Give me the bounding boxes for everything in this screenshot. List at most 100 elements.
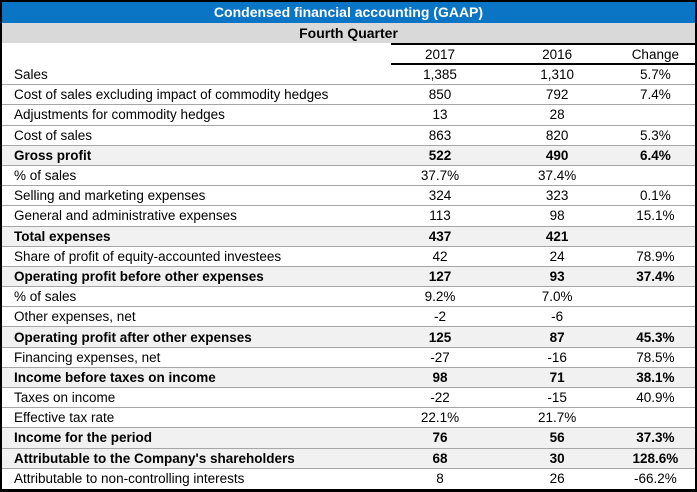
- row-label: Sales: [2, 64, 392, 86]
- value-2016: 7.0%: [488, 286, 626, 308]
- table-row: Operating profit after other expenses 125…: [2, 326, 695, 348]
- table-row: General and administrative expenses 113 98…: [2, 205, 695, 227]
- row-label: Income for the period: [2, 427, 392, 449]
- value-change: 38.1%: [625, 367, 695, 389]
- value-2017: 113: [391, 205, 489, 227]
- value-2017: 9.2%: [391, 286, 489, 308]
- value-2016: 37.4%: [488, 165, 626, 187]
- value-change: 128.6%: [625, 448, 695, 469]
- table-row: Sales 1,385 1,310 5.7%: [2, 64, 695, 86]
- row-label: Attributable to the Company's shareholde…: [2, 448, 392, 469]
- table-row: Other expenses, net -2 -6: [2, 306, 695, 328]
- value-2017: 437: [391, 226, 489, 247]
- table-row: Attributable to the Company's shareholde…: [2, 448, 695, 469]
- row-label: Effective tax rate: [2, 407, 392, 429]
- value-change: [625, 165, 695, 187]
- value-change: [625, 104, 695, 126]
- table-row: Income before taxes on income 98 71 38.1%: [2, 367, 695, 389]
- column-header-2017: 2017: [391, 43, 489, 65]
- table-row: Cost of sales 863 820 5.3%: [2, 125, 695, 146]
- row-label: Operating profit after other expenses: [2, 326, 392, 348]
- value-change: 78.9%: [625, 246, 695, 267]
- value-change: [625, 407, 695, 429]
- row-label: % of sales: [2, 286, 392, 308]
- value-2017: 850: [391, 84, 489, 106]
- table-row: Selling and marketing expenses 324 323 0.1%: [2, 185, 695, 207]
- row-label: Other expenses, net: [2, 306, 392, 328]
- value-2017: -2: [391, 306, 489, 328]
- value-2017: 863: [391, 125, 489, 146]
- value-2016: 87: [488, 326, 626, 348]
- value-2017: 68: [391, 448, 489, 469]
- column-header-change: Change: [625, 43, 695, 65]
- value-change: 0.1%: [625, 185, 695, 207]
- value-2017: -27: [391, 347, 489, 368]
- value-change: 37.3%: [625, 427, 695, 449]
- value-2016: 26: [549, 470, 565, 486]
- row-label: Financing expenses, net: [2, 347, 392, 368]
- value-2017: 13: [391, 104, 489, 126]
- value-2016: 323: [488, 185, 626, 207]
- table-row: Attributable to non-controlling interest…: [2, 468, 695, 488]
- value-2016: -16: [488, 347, 626, 368]
- row-label: Attributable to non-controlling interest…: [14, 470, 245, 486]
- table-row: % of sales 37.7% 37.4%: [2, 165, 695, 187]
- value-2017: 324: [391, 185, 489, 207]
- table-row: % of sales 9.2% 7.0%: [2, 286, 695, 308]
- row-label: Selling and marketing expenses: [2, 185, 392, 207]
- value-change: 7.4%: [625, 84, 695, 106]
- column-header-2016: 2016: [488, 43, 626, 65]
- value-2016: -6: [488, 306, 626, 328]
- value-2017: 125: [391, 326, 489, 348]
- value-2017: 8: [436, 470, 444, 486]
- value-2017: 522: [391, 145, 489, 166]
- value-2017: 98: [391, 367, 489, 389]
- row-label: Cost of sales excluding impact of commod…: [2, 84, 392, 106]
- table-subtitle: Fourth Quarter: [2, 23, 695, 43]
- value-2016: -15: [488, 387, 626, 409]
- table-row: Taxes on income -22 -15 40.9%: [2, 387, 695, 409]
- table-row: Total expenses 437 421: [2, 226, 695, 247]
- value-2016: 30: [488, 448, 626, 469]
- value-2017: -22: [391, 387, 489, 409]
- value-change: [625, 286, 695, 308]
- column-header-blank: [2, 44, 391, 64]
- value-change: 6.4%: [625, 145, 695, 166]
- table-row: Operating profit before other expenses 12…: [2, 266, 695, 288]
- table-row: Financing expenses, net -27 -16 78.5%: [2, 347, 695, 368]
- value-2017: 1,385: [391, 64, 489, 86]
- financial-table: 2017 2016 Change Sales 1,385 1,310 5.7% Cost…: [2, 43, 695, 488]
- value-change: 5.7%: [625, 64, 695, 86]
- value-2016: 56: [488, 427, 626, 449]
- value-change: [625, 306, 695, 328]
- value-2016: 71: [488, 367, 626, 389]
- value-2016: 98: [488, 205, 626, 227]
- value-change: 5.3%: [625, 125, 695, 146]
- column-header-row: 2017 2016 Change: [2, 43, 695, 65]
- value-2017: 37.7%: [391, 165, 489, 187]
- row-label: Total expenses: [2, 226, 392, 247]
- value-2016: 792: [488, 84, 626, 106]
- table-title: Condensed financial accounting (GAAP): [2, 2, 695, 23]
- value-2016: 490: [488, 145, 626, 166]
- value-change: 40.9%: [625, 387, 695, 409]
- row-label: % of sales: [2, 165, 392, 187]
- table-row: Adjustments for commodity hedges 13 28: [2, 104, 695, 126]
- value-change: [625, 226, 695, 247]
- row-label: Adjustments for commodity hedges: [2, 104, 392, 126]
- row-label: Share of profit of equity-accounted inve…: [2, 246, 392, 267]
- value-2017: 127: [391, 266, 489, 288]
- row-label: Taxes on income: [2, 387, 392, 409]
- table-row: Gross profit 522 490 6.4%: [2, 145, 695, 166]
- table-body: Sales 1,385 1,310 5.7% Cost of sales excludi…: [2, 64, 695, 488]
- value-2016: 1,310: [488, 64, 626, 86]
- value-2016: 93: [488, 266, 626, 288]
- table-row: Income for the period 76 56 37.3%: [2, 427, 695, 449]
- value-change: 37.4%: [625, 266, 695, 288]
- value-2016: 421: [488, 226, 626, 247]
- table-row: Effective tax rate 22.1% 21.7%: [2, 407, 695, 429]
- value-2016: 28: [488, 104, 626, 126]
- value-2016: 24: [488, 246, 626, 267]
- value-2017: 76: [391, 427, 489, 449]
